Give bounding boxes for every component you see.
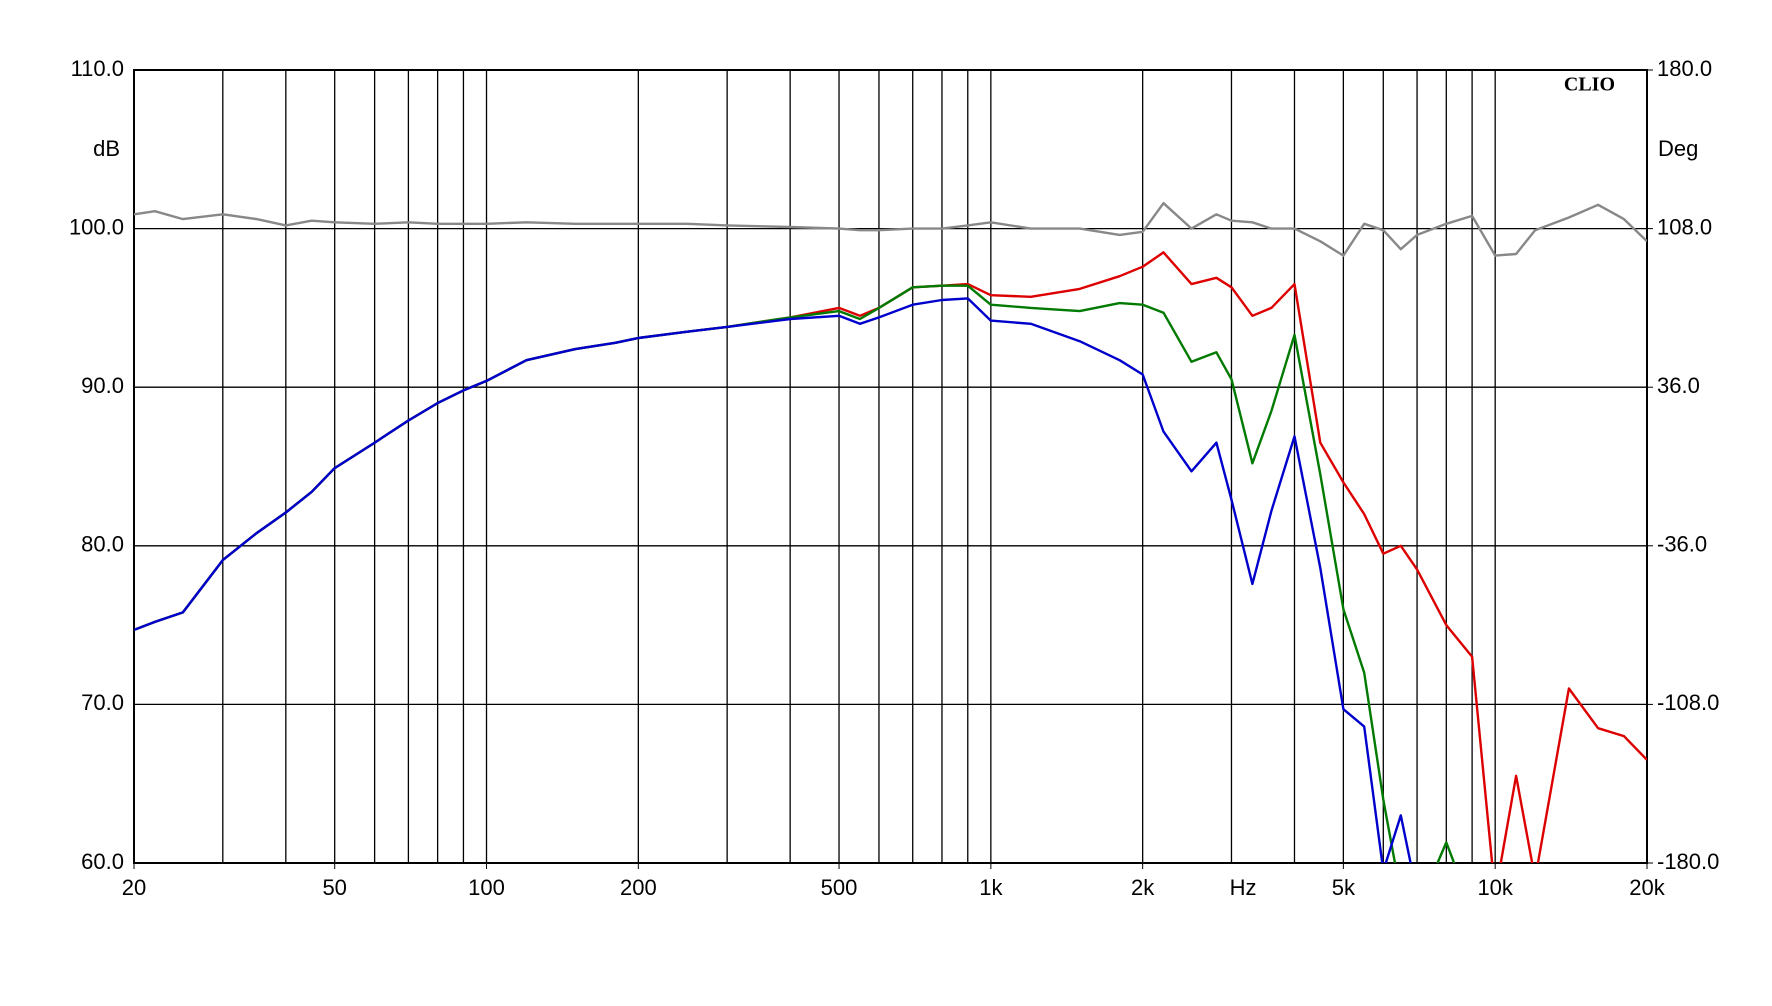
x-tick-label: 20	[122, 875, 146, 900]
plot-frame	[133, 69, 1648, 864]
y2-tick-label: -180.0	[1657, 849, 1719, 874]
y-tick-label: 70.0	[81, 690, 124, 715]
y2-tick-label: 108.0	[1657, 214, 1712, 239]
x-tick-label: 2k	[1131, 875, 1155, 900]
series-line	[134, 297, 1412, 863]
y-tick-label: 110.0	[71, 56, 124, 81]
y2-tick-label: -36.0	[1657, 532, 1707, 557]
plot-lines	[134, 202, 1647, 863]
y2-tick-label: -108.0	[1657, 690, 1719, 715]
x-tick-label: 20k	[1629, 875, 1665, 900]
logo: CLIO	[1564, 74, 1615, 96]
x-tick-label: 10k	[1477, 875, 1513, 900]
x-tick-label: 200	[620, 875, 657, 900]
y-tick-label: 80.0	[81, 532, 124, 557]
y-axis-label: dB	[93, 136, 120, 161]
x-tick-label: 500	[821, 875, 858, 900]
x-axis-label: Hz	[1230, 875, 1257, 900]
y-tick-label: 60.0	[81, 849, 124, 874]
y2-tick-label: 180.0	[1657, 56, 1712, 81]
x-tick-label: 1k	[979, 875, 1003, 900]
y2-axis-label: Deg	[1658, 136, 1698, 161]
x-tick-label: 100	[468, 875, 505, 900]
series-line	[134, 202, 1647, 257]
y2-tick-label: 36.0	[1657, 373, 1700, 398]
x-tick-label: 5k	[1332, 875, 1356, 900]
x-tick-label: 50	[322, 875, 346, 900]
y-tick-label: 100.0	[69, 214, 124, 239]
y-tick-label: 90.0	[81, 373, 124, 398]
